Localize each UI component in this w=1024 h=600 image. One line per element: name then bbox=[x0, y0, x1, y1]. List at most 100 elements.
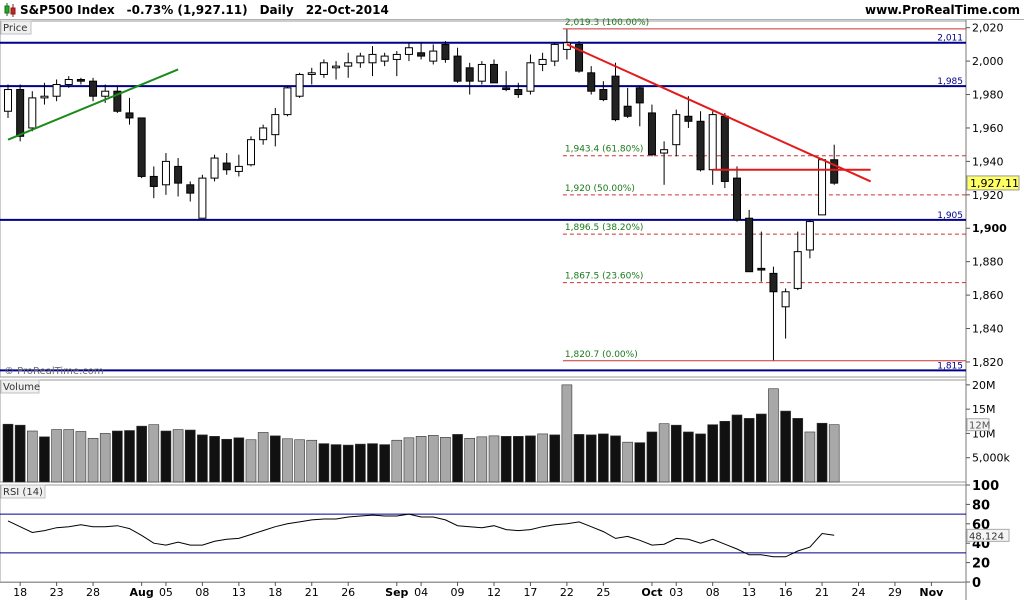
volume-bar bbox=[610, 435, 621, 483]
rsi-last-label: 48.124 bbox=[969, 531, 1004, 542]
price-tick-label: 2,000 bbox=[972, 55, 1004, 68]
volume-bar bbox=[828, 424, 840, 483]
volume-bar bbox=[488, 435, 500, 483]
volume-tick-label: 5,000k bbox=[972, 452, 1010, 465]
candle-body bbox=[660, 149, 669, 154]
volume-bar bbox=[124, 430, 135, 483]
candlestick-series bbox=[4, 29, 839, 361]
volume-bar bbox=[658, 423, 670, 483]
volume-bar bbox=[500, 436, 512, 483]
candle-body bbox=[720, 115, 729, 182]
date-tick-label: 28 bbox=[86, 586, 100, 599]
website-label: www.ProRealTime.com bbox=[865, 3, 1020, 17]
volume-bar bbox=[294, 439, 305, 483]
date-tick-label: 21 bbox=[305, 586, 319, 599]
volume-bar bbox=[646, 431, 658, 483]
price-tick-label: 1,960 bbox=[972, 122, 1004, 135]
candle-body bbox=[307, 72, 316, 75]
candle-body bbox=[234, 165, 243, 172]
chart-date: 22-Oct-2014 bbox=[306, 3, 389, 17]
candle-body bbox=[113, 90, 122, 112]
volume-bar bbox=[26, 430, 38, 483]
fib-label: 1,820.7 (0.00%) bbox=[565, 350, 638, 360]
volume-tick-label: 20M bbox=[972, 379, 996, 392]
volume-bar bbox=[379, 444, 390, 483]
price-tick-label: 1,940 bbox=[972, 155, 1004, 168]
date-tick-label: 18 bbox=[13, 586, 27, 599]
candle-body bbox=[319, 62, 328, 75]
date-tick-label: 25 bbox=[596, 586, 610, 599]
volume-bar bbox=[792, 418, 804, 483]
candle-body bbox=[526, 62, 535, 92]
volume-bar bbox=[622, 441, 633, 483]
date-tick-label: 13 bbox=[232, 586, 246, 599]
volume-bar bbox=[683, 431, 694, 483]
candle-body bbox=[28, 97, 37, 129]
volume-bar bbox=[330, 444, 342, 483]
date-tick-label: 22 bbox=[560, 586, 574, 599]
candle-body bbox=[283, 87, 292, 116]
candle-body bbox=[623, 105, 632, 117]
candle-body bbox=[76, 78, 85, 82]
volume-bar bbox=[318, 443, 330, 483]
candle-body bbox=[89, 80, 98, 97]
fib-label: 1,896.5 (38.20%) bbox=[565, 223, 644, 233]
volume-bar bbox=[87, 437, 99, 483]
volume-bar bbox=[306, 439, 318, 483]
candle-body bbox=[733, 177, 741, 221]
volume-bar bbox=[670, 424, 682, 483]
red-trendline bbox=[566, 43, 872, 183]
date-tick-label: 08 bbox=[195, 586, 209, 599]
volume-bar bbox=[2, 423, 14, 483]
date-tick-label: 08 bbox=[706, 586, 720, 599]
volume-bar bbox=[197, 434, 208, 483]
candle-body bbox=[344, 62, 353, 67]
date-tick-label: 16 bbox=[779, 586, 793, 599]
candle-body bbox=[149, 175, 158, 187]
candle-body bbox=[672, 114, 681, 146]
fib-label: 1,943.4 (61.80%) bbox=[565, 145, 644, 155]
volume-bars bbox=[2, 384, 840, 483]
candle-body bbox=[64, 78, 73, 86]
volume-bar bbox=[768, 388, 779, 483]
volume-bar bbox=[573, 434, 585, 483]
volume-bar bbox=[427, 435, 439, 483]
price-tick-label: 1,880 bbox=[972, 256, 1004, 269]
volume-last-label: 12M bbox=[969, 421, 990, 432]
green-trendline bbox=[7, 68, 179, 141]
candle-body bbox=[259, 127, 268, 141]
candle-body bbox=[368, 53, 377, 64]
candle-body bbox=[101, 90, 110, 97]
volume-bar bbox=[172, 429, 184, 483]
date-tick-label: Oct bbox=[641, 586, 662, 599]
candle-body bbox=[587, 72, 596, 92]
volume-bar bbox=[355, 443, 366, 483]
volume-bar bbox=[731, 414, 743, 483]
candle-body bbox=[684, 115, 693, 122]
watermark-text: © ProRealTime.com bbox=[4, 366, 104, 377]
rsi-tick-label: 80 bbox=[972, 498, 990, 513]
volume-bar bbox=[512, 436, 524, 483]
candle-body bbox=[490, 63, 498, 84]
candle-body bbox=[453, 55, 462, 82]
candle-body bbox=[271, 114, 280, 136]
candle-body bbox=[647, 112, 656, 156]
volume-bar bbox=[269, 435, 281, 483]
candle-body bbox=[332, 65, 341, 69]
chart-title: S&P500 Index bbox=[20, 3, 115, 17]
volume-bar bbox=[743, 418, 755, 483]
volume-tick-label: 15M bbox=[972, 403, 996, 416]
candle-body bbox=[793, 251, 802, 289]
volume-bar bbox=[476, 436, 488, 483]
volume-bar bbox=[537, 433, 548, 483]
candle-body bbox=[441, 43, 450, 60]
price-tick-label: 1,860 bbox=[972, 289, 1004, 302]
date-tick-label: 18 bbox=[268, 586, 282, 599]
rsi-tick-label: 100 bbox=[972, 479, 999, 494]
volume-bar bbox=[112, 430, 123, 483]
volume-bar bbox=[99, 433, 111, 483]
volume-bar bbox=[184, 429, 196, 483]
volume-bar bbox=[695, 433, 706, 483]
volume-bar bbox=[452, 434, 463, 483]
